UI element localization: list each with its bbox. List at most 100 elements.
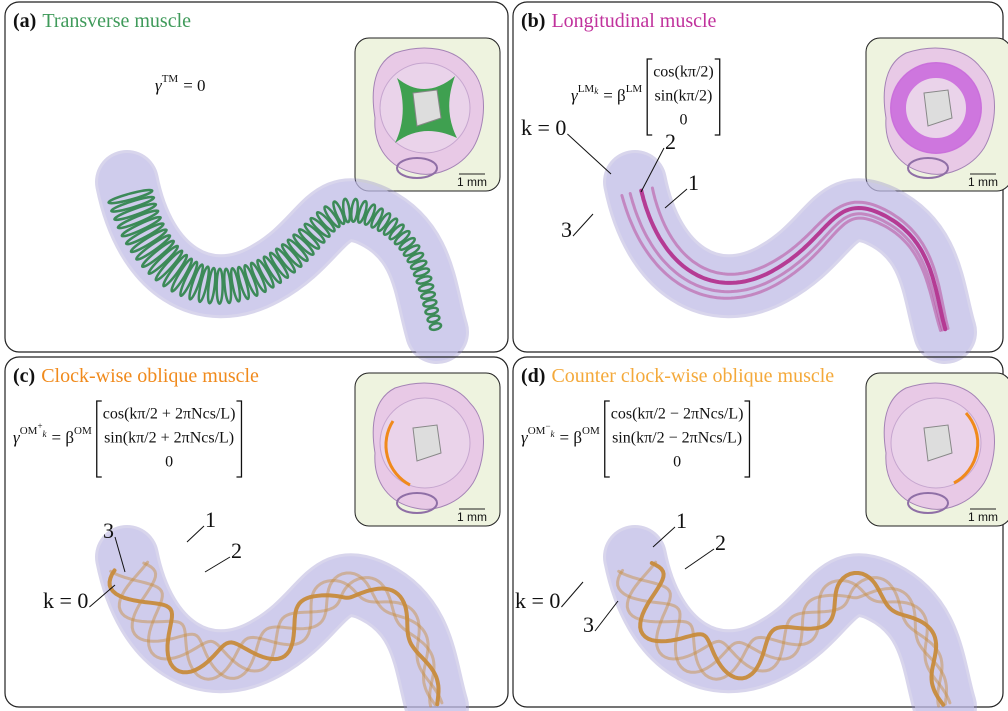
- transverse-fiber: [376, 212, 392, 233]
- fiber-label: 1: [688, 170, 699, 195]
- matrix-entry: 0: [673, 454, 681, 471]
- panel-frame: [512, 356, 1004, 708]
- transverse-fiber: [113, 202, 158, 222]
- fiber-label: 1: [676, 508, 687, 533]
- transverse-fiber: [107, 188, 154, 205]
- transverse-fiber: [297, 228, 321, 250]
- panel-heading: (b) Longitudinal muscle: [521, 10, 717, 32]
- eq-rhs-superscript: OM: [74, 425, 92, 437]
- matrix-bracket: [714, 58, 721, 136]
- equation: γLMk = βLM: [571, 83, 642, 105]
- worm-fill: [98, 528, 466, 711]
- matrix-entry: sin(kπ/2 − 2πNcs/L): [612, 430, 742, 447]
- worm-body: [603, 525, 977, 711]
- panel-label: (d): [521, 365, 545, 387]
- transverse-fiber: [402, 244, 421, 257]
- fiber-label: 2: [231, 538, 242, 563]
- transverse-fiber: [124, 222, 165, 246]
- eq-rhs: = β: [52, 428, 75, 447]
- eq-superscript: OM: [20, 425, 38, 437]
- leader-line: [567, 133, 612, 175]
- transverse-fiber: [179, 260, 199, 298]
- panel-label: (a): [13, 10, 36, 32]
- tissue-lower: [396, 157, 438, 179]
- transverse-fiber: [428, 322, 443, 332]
- muscle-fiber: [117, 560, 444, 705]
- fiber-label: k = 0: [43, 588, 88, 613]
- fiber-label: k = 0: [515, 588, 560, 613]
- eq-superscript-index: k: [551, 429, 556, 439]
- eq-superscript-index: k: [43, 429, 48, 439]
- transverse-fiber: [147, 244, 180, 276]
- fiber-label: 2: [715, 530, 726, 555]
- panel-frame: [4, 1, 509, 353]
- inner-cavity: [412, 424, 442, 462]
- transverse-fiber: [120, 215, 162, 238]
- leader-line: [652, 526, 676, 548]
- leader-line: [594, 600, 619, 632]
- transverse-fiber: [356, 199, 368, 224]
- panel-title: Clock-wise oblique muscle: [41, 365, 259, 387]
- eq-symbol: γ: [521, 428, 529, 447]
- transverse-fiber: [409, 259, 428, 271]
- transverse-fiber: [154, 249, 184, 282]
- panel-label: (c): [13, 365, 35, 387]
- transverse-fiber: [309, 216, 331, 238]
- transverse-fiber: [243, 263, 259, 298]
- muscle-fiber: [625, 560, 952, 705]
- transverse-fiber: [426, 314, 441, 324]
- transverse-fiber: [262, 255, 283, 285]
- transverse-fiber: [223, 267, 233, 305]
- eq-symbol: γ: [13, 428, 21, 447]
- transverse-fiber: [286, 238, 309, 263]
- muscle-fiber: [620, 194, 942, 332]
- matrix-bracket: [744, 400, 751, 478]
- equation: γTM = 0: [155, 73, 206, 95]
- panel: (a) Transverse muscle 1 mm γTM = 0: [4, 1, 509, 364]
- transverse-fiber: [280, 243, 303, 269]
- eq-rhs-superscript: LM: [626, 83, 643, 95]
- inner-cavity: [923, 424, 953, 462]
- leader-line: [204, 556, 231, 573]
- scale-bar-label: 1 mm: [457, 510, 487, 524]
- equation: γOM−k = βOM: [521, 421, 600, 447]
- muscle-fiber: [638, 561, 946, 707]
- inner-cavity: [412, 89, 442, 127]
- transverse-fiber: [162, 253, 189, 288]
- muscle-fiber: [616, 568, 948, 706]
- matrix-entry: cos(kπ/2 + 2πNcs/L): [103, 406, 236, 423]
- fiber-label: 3: [583, 612, 594, 637]
- transverse-fiber: [420, 290, 437, 301]
- worm-body: [603, 150, 977, 364]
- scale-bar-label: 1 mm: [968, 510, 998, 524]
- eq-superscript-index: k: [594, 86, 599, 96]
- transverse-fiber: [424, 306, 440, 316]
- panel-title: Transverse muscle: [42, 10, 191, 32]
- fiber-label: 2: [665, 129, 676, 154]
- transverse-fiber: [422, 298, 438, 308]
- leader-line: [640, 147, 665, 193]
- tissue-lower: [907, 492, 949, 514]
- transverse-fiber: [370, 207, 384, 229]
- transverse-fiber: [135, 234, 172, 261]
- histology-inset: 1 mm: [865, 372, 1008, 527]
- transverse-fiber: [197, 265, 211, 304]
- muscle-region: [953, 411, 980, 485]
- panel: (d) Counter clock-wise oblique muscle 1 mm…: [512, 356, 1008, 711]
- muscle-region: [890, 62, 982, 154]
- eq-rhs: = β: [603, 86, 626, 105]
- muscle-fiber: [650, 186, 950, 330]
- matrix-bracket: [236, 400, 243, 478]
- fiber-label: 1: [205, 507, 216, 532]
- panel-heading: (c) Clock-wise oblique muscle: [13, 365, 259, 387]
- matrix-entry: sin(kπ/2): [655, 88, 713, 105]
- panel-heading: (d) Counter clock-wise oblique muscle: [521, 365, 834, 387]
- fiber-label: 3: [561, 217, 572, 242]
- matrix-bracket: [604, 400, 610, 478]
- tissue-lower: [907, 157, 949, 179]
- matrix-bracket: [96, 400, 102, 478]
- eq-superscript: OM: [528, 425, 546, 437]
